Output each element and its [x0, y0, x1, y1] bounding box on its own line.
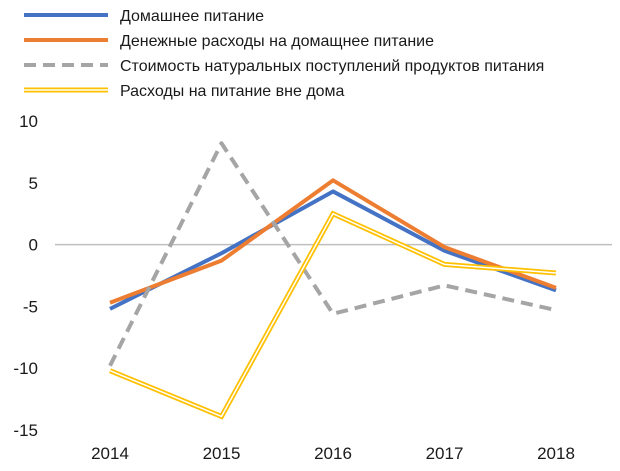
- series-group: [108, 141, 557, 420]
- legend-label: Домашнее питание: [120, 8, 264, 25]
- y-tick-label: -5: [23, 297, 38, 316]
- x-tick-label: 2016: [314, 444, 352, 463]
- y-tick-label: 5: [29, 174, 38, 193]
- series-line-2: [109, 178, 557, 305]
- legend-label: Стоимость натуральных поступлений продук…: [120, 58, 544, 75]
- x-tick-label: 2017: [426, 444, 464, 463]
- x-axis: 2014 2015 2016 2017 2018: [55, 243, 612, 463]
- legend-label: Денежные расходы на домащнее питание: [120, 33, 434, 50]
- series-line-4-inner: [109, 212, 557, 418]
- series-line-1: [109, 189, 557, 311]
- y-tick-label: 0: [29, 236, 38, 255]
- y-tick-label: -10: [13, 359, 38, 378]
- y-tick-label: 10: [19, 112, 38, 131]
- x-tick-label: 2015: [203, 444, 241, 463]
- x-tick-label: 2018: [537, 444, 575, 463]
- series-line-3: [108, 141, 557, 367]
- legend: Домашнее питание Денежные расходы на дома…: [24, 8, 544, 100]
- x-tick-label: 2014: [91, 444, 129, 463]
- y-tick-label: -15: [13, 421, 38, 440]
- legend-label: Расходы на питание вне дома: [120, 83, 345, 100]
- y-axis: 10 5 0 -5 -10 -15: [13, 112, 38, 440]
